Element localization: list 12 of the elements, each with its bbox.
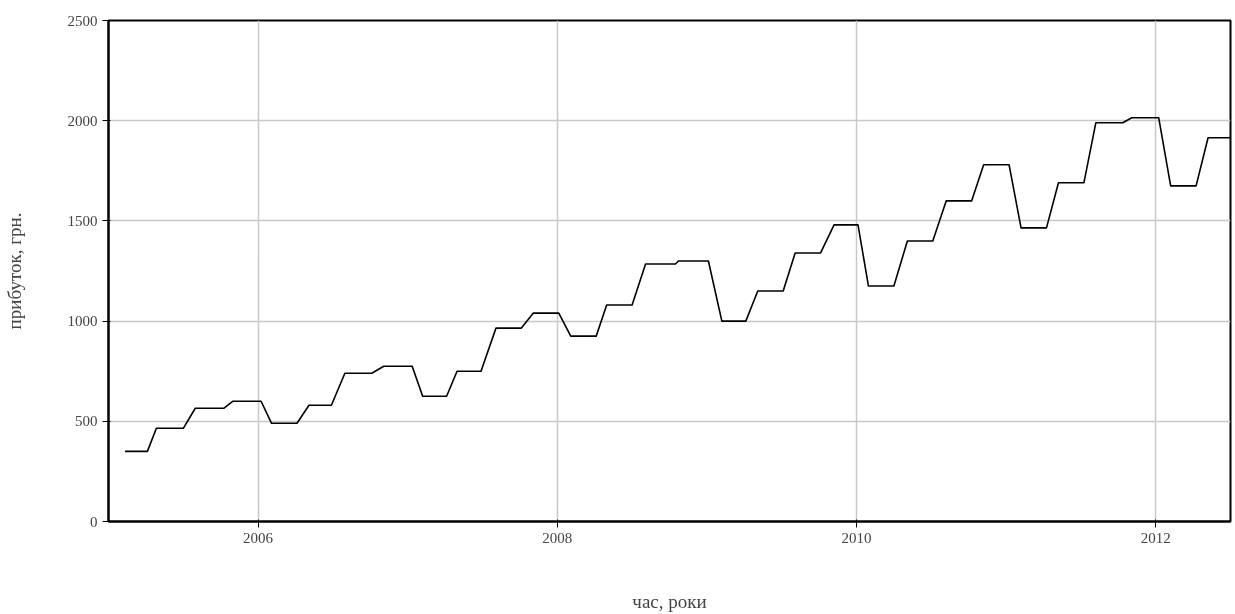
y-tick-label: 500 [75, 413, 98, 430]
y-tick-label: 0 [90, 513, 98, 530]
y-tick-label: 1500 [67, 212, 98, 229]
x-tick-label: 2012 [1140, 529, 1171, 546]
x-tick-label: 2006 [243, 529, 274, 546]
y-tick-label: 1000 [67, 313, 98, 330]
y-axis-title: прибуток, грн. [3, 212, 25, 330]
y-tick-label: 2500 [67, 12, 98, 29]
x-tick-label: 2010 [841, 529, 872, 546]
y-tick-label: 2000 [67, 112, 98, 129]
x-axis-title: час, роки [632, 590, 707, 612]
x-tick-label: 2008 [542, 529, 573, 546]
